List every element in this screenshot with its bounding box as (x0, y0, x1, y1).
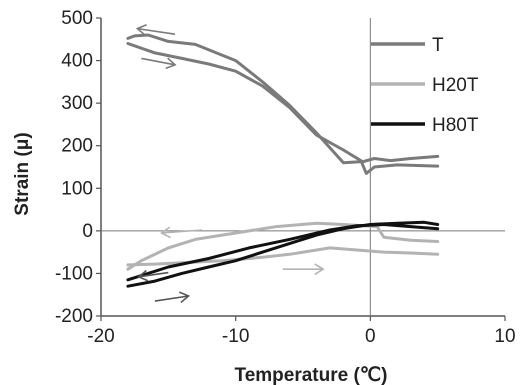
arrow-shaft (154, 295, 189, 302)
x-axis-title: Temperature (℃) (235, 365, 388, 385)
legend-label-h20t: H20T (432, 75, 479, 96)
series-h20t-warming-line (126, 246, 440, 267)
arrow-shaft (138, 271, 169, 278)
x-tick-label: -20 (87, 326, 114, 347)
x-tick-label: 10 (494, 326, 515, 347)
y-tick-label: 300 (61, 93, 93, 114)
y-tick-label: 400 (61, 51, 93, 72)
arrow-shaft (141, 57, 176, 66)
arrow-head (135, 23, 147, 36)
arrow-head (179, 291, 191, 304)
y-tick-label: 100 (61, 178, 93, 199)
x-tick-label: -10 (222, 326, 249, 347)
series-t-cooling-line (126, 33, 440, 165)
arrow-head (165, 57, 177, 70)
y-tick-label: 500 (61, 8, 93, 29)
arrow-shaft (161, 229, 203, 234)
warming-arrow (141, 57, 177, 70)
arrow-head (137, 269, 149, 282)
y-tick-label: 0 (82, 221, 93, 242)
y-tick-label: -100 (55, 263, 93, 284)
cooling-arrow (160, 226, 203, 239)
arrow-shaft (137, 27, 176, 35)
series-h80t-warming-line (126, 220, 440, 288)
y-axis-title: Strain (μ) (12, 132, 33, 215)
series-t-warming-line (126, 42, 440, 175)
warming-arrow (282, 263, 325, 276)
legend-label-t: T (432, 35, 444, 56)
series-h80t-cooling-line (126, 223, 440, 282)
legend: T H20T H80T (371, 35, 479, 136)
arrow-head (314, 263, 325, 276)
y-tick-label: 200 (61, 136, 93, 157)
series-h20t-cooling-line (126, 221, 440, 271)
cooling-arrow (135, 23, 176, 36)
x-tick-label: 0 (365, 326, 376, 347)
y-tick-label: -200 (55, 306, 93, 327)
arrow-head (160, 226, 171, 239)
cooling-arrow (137, 269, 169, 282)
legend-label-h80t: H80T (432, 115, 479, 136)
warming-arrow (154, 291, 191, 304)
